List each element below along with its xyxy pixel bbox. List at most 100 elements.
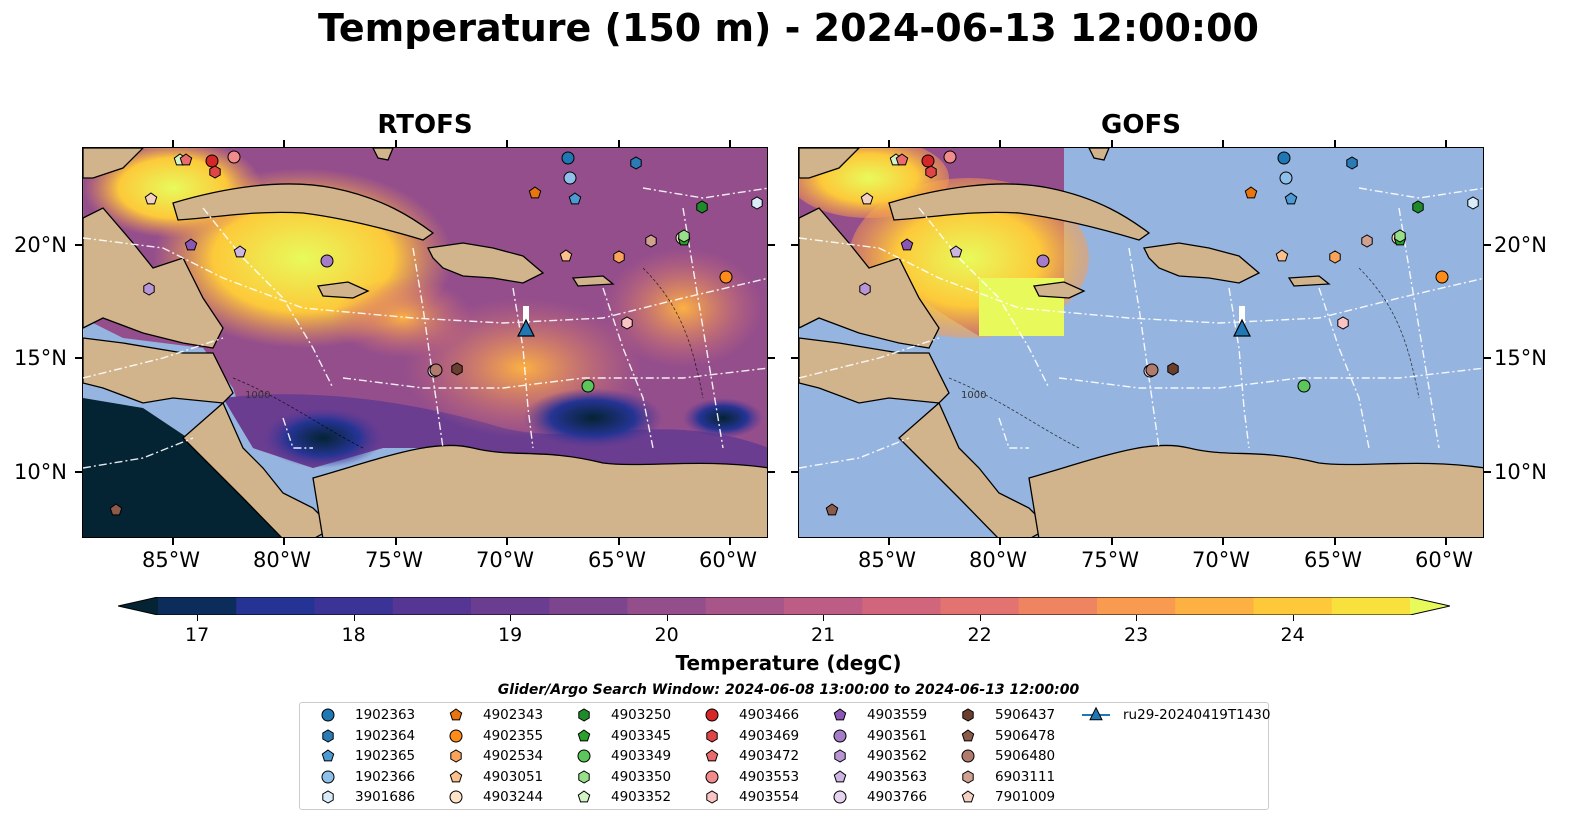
isobath-1000 <box>232 267 704 449</box>
lon-tick-label: 80°W <box>253 548 311 572</box>
isobath-label: 1000 <box>245 390 270 401</box>
platform-marker-4902343 <box>1244 186 1258 199</box>
colorbar-extend-low <box>118 597 158 615</box>
land-gulf-coast <box>799 148 860 179</box>
lon-tick-mark <box>618 538 620 545</box>
colorbar-segment <box>314 597 394 615</box>
colorbar-segment <box>1097 597 1176 615</box>
platform-marker-6903111 <box>1361 234 1373 248</box>
glider-position-icon <box>1233 318 1251 337</box>
platform-marker-4903350 <box>678 229 690 243</box>
colorbar-segment <box>158 597 237 615</box>
land-cuba <box>888 183 1151 241</box>
panel-title-rtofs: RTOFS <box>377 110 473 140</box>
legend-label: 4902534 <box>483 748 544 764</box>
colorbar-tick-label: 20 <box>654 624 679 646</box>
lat-tick-mark <box>75 471 82 473</box>
land-cuba <box>172 183 435 241</box>
figure-title: Temperature (150 m) - 2024-06-13 12:00:0… <box>317 6 1259 50</box>
platform-marker-4902355 <box>1435 270 1449 284</box>
legend-marker-icon <box>961 749 975 763</box>
lon-tick-mark <box>888 538 890 545</box>
lon-tick-mark <box>506 538 508 545</box>
legend-label: 5906437 <box>995 707 1056 723</box>
colorbar-tick-mark <box>666 615 668 621</box>
land-isthmus <box>182 401 335 537</box>
cold-anomaly-venezuela <box>523 388 663 448</box>
legend-marker-icon <box>322 728 334 743</box>
legend-label: 4903244 <box>483 789 544 805</box>
legend-label: 4903563 <box>867 768 928 785</box>
lon-tick-mark <box>999 538 1001 545</box>
lon-tick-mark <box>888 140 890 147</box>
colorbar-segment <box>784 597 863 615</box>
lon-tick-mark <box>1445 140 1447 147</box>
lon-tick-mark <box>1222 140 1224 147</box>
platform-marker-4903250 <box>1412 200 1424 214</box>
lat-tick-mark <box>791 471 798 473</box>
legend-marker-icon <box>706 790 718 804</box>
platform-marker-1902363 <box>1277 151 1291 165</box>
colorbar-tick-mark <box>1136 615 1138 621</box>
legend-marker-icon <box>449 729 463 742</box>
platform-marker-4903554 <box>1337 316 1349 330</box>
legend-label: 4903554 <box>739 789 800 805</box>
legend-label: 4903469 <box>739 727 800 744</box>
cold-anomaly-colombia <box>263 408 383 468</box>
colorbar-segment <box>471 597 550 615</box>
land-puerto-rico <box>1287 275 1331 287</box>
lat-tick-mark <box>768 357 775 359</box>
platform-marker-4903469 <box>209 165 221 179</box>
land-jamaica <box>317 281 370 299</box>
colorbar-segment <box>392 597 472 615</box>
legend-label: 4902343 <box>483 707 544 723</box>
colorbar-tick-label: 18 <box>341 624 366 646</box>
lat-tick-mark <box>768 244 775 246</box>
platform-marker-4903250 <box>696 200 708 214</box>
platform-marker-4903553 <box>943 150 957 164</box>
lon-tick-mark <box>283 538 285 545</box>
lon-tick-mark <box>172 538 174 545</box>
colorbar-segment <box>549 597 628 615</box>
legend-label: 4903561 <box>867 727 928 744</box>
legend-marker-icon <box>961 790 975 803</box>
legend-marker-icon <box>449 769 463 782</box>
colorbar <box>118 597 1450 615</box>
legend-marker-icon <box>449 708 463 721</box>
colorbar-tick-mark <box>979 615 981 621</box>
glider-position-icon <box>517 318 535 337</box>
glider-track <box>523 306 529 326</box>
platform-legend: 1902363 1902364 1902365 1902366 3901686 49023… <box>299 702 1270 810</box>
platform-marker-4902355 <box>719 270 733 284</box>
legend-marker-icon <box>705 770 719 783</box>
platform-marker-5906478 <box>109 503 123 516</box>
platform-marker-4903051 <box>1275 249 1289 262</box>
lon-tick-mark <box>999 140 1001 147</box>
legend-label: 1902366 <box>355 768 416 785</box>
platform-marker-4903561 <box>1036 254 1050 268</box>
platform-marker-4903554 <box>621 316 633 330</box>
lon-tick-label: 65°W <box>588 548 646 572</box>
lat-tick-label: 20°N <box>1494 233 1547 257</box>
legend-marker-icon <box>961 728 975 741</box>
lat-tick-mark <box>1484 471 1491 473</box>
legend-label: 5906478 <box>995 727 1056 744</box>
lon-tick-mark <box>1445 538 1447 545</box>
colorbar-segment <box>705 597 785 615</box>
platform-marker-1902366 <box>1279 171 1293 185</box>
platform-marker-4903562 <box>859 282 871 296</box>
colorbar-segment <box>1331 597 1411 615</box>
platform-marker-1902366 <box>563 171 577 185</box>
eez-boundaries <box>799 187 1483 469</box>
legend-marker-icon <box>322 790 334 804</box>
lon-tick-mark <box>395 538 397 545</box>
platform-markers-gofs <box>825 150 1479 516</box>
legend-label: 4903250 <box>611 707 672 723</box>
platform-marker-4903472 <box>179 153 193 166</box>
legend-marker-icon <box>450 749 462 763</box>
land-florida <box>1088 148 1110 161</box>
lon-tick-mark <box>506 140 508 147</box>
colorbar-tick-mark <box>823 615 825 621</box>
lat-tick-label: 15°N <box>1494 346 1547 370</box>
legend-marker-icon <box>833 729 847 742</box>
